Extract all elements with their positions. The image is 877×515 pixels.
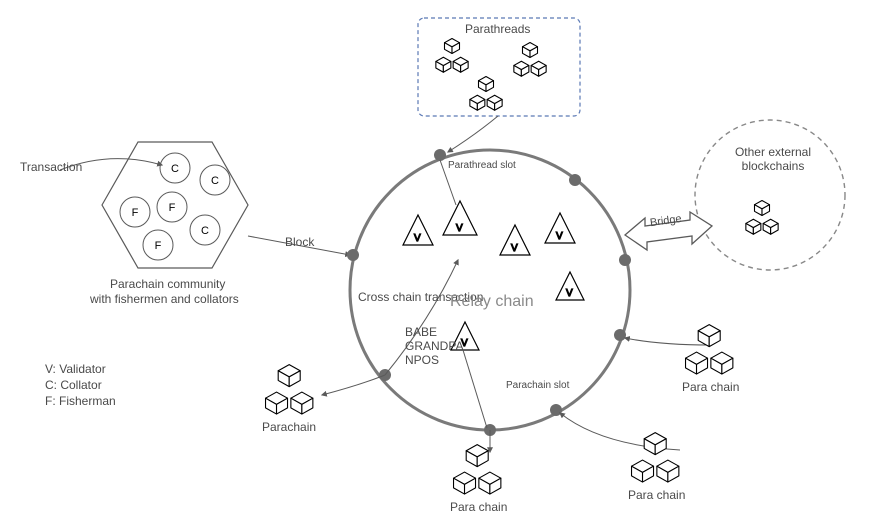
external-cluster [738, 196, 786, 240]
para-cluster-1 [254, 358, 324, 420]
para-label-1: Parachain [262, 420, 316, 434]
external-title: Other externalblockchains [728, 145, 818, 174]
para-cluster-4 [674, 318, 744, 380]
para-conn-1 [322, 375, 385, 395]
parathread-slot-label: Parathread slot [448, 160, 516, 172]
relay-chain-label: Relay chain [450, 292, 534, 311]
para-label-4: Para chain [682, 380, 739, 394]
para-label-2: Para chain [450, 500, 507, 514]
bridge-label: Bridge [649, 213, 682, 230]
svg-text:C: C [201, 225, 209, 237]
hexagon-circles: C C F F C F [120, 153, 230, 260]
consensus-2: GRANDPA [405, 339, 463, 353]
transaction-label: Transaction [20, 160, 82, 174]
svg-text:C: C [171, 163, 179, 175]
svg-text:V: V [511, 243, 518, 254]
svg-text:F: F [132, 207, 139, 219]
svg-text:C: C [211, 175, 219, 187]
consensus-3: NPOS [405, 353, 439, 367]
svg-text:F: F [169, 202, 176, 214]
para-cluster-3 [620, 426, 690, 488]
parachain-slot-label: Parachain slot [506, 380, 569, 392]
svg-text:V: V [566, 288, 573, 299]
consensus-1: BABE [405, 325, 437, 339]
para-cluster-2 [442, 438, 512, 500]
hex-caption-1: Parachain community [110, 277, 225, 291]
block-label: Block [285, 235, 314, 249]
para-label-3: Para chain [628, 488, 685, 502]
parathread-cluster-2 [506, 38, 554, 82]
legend-3: F: Fisherman [45, 394, 116, 408]
parathread-cluster-3 [462, 72, 510, 116]
external-circle [695, 120, 845, 270]
svg-text:V: V [414, 233, 421, 244]
svg-text:F: F [155, 240, 162, 252]
legend-2: C: Collator [45, 378, 102, 392]
svg-text:V: V [456, 223, 463, 234]
legend-1: V: Validator [45, 362, 106, 376]
hex-caption-2: with fishermen and collators [90, 292, 239, 306]
hexagon-community [102, 142, 248, 268]
svg-text:V: V [556, 231, 563, 242]
parathread-connector [448, 116, 498, 152]
